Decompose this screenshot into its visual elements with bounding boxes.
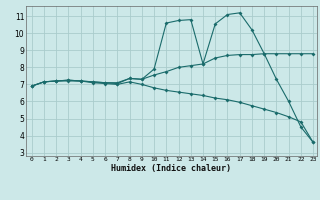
X-axis label: Humidex (Indice chaleur): Humidex (Indice chaleur) bbox=[111, 164, 231, 173]
